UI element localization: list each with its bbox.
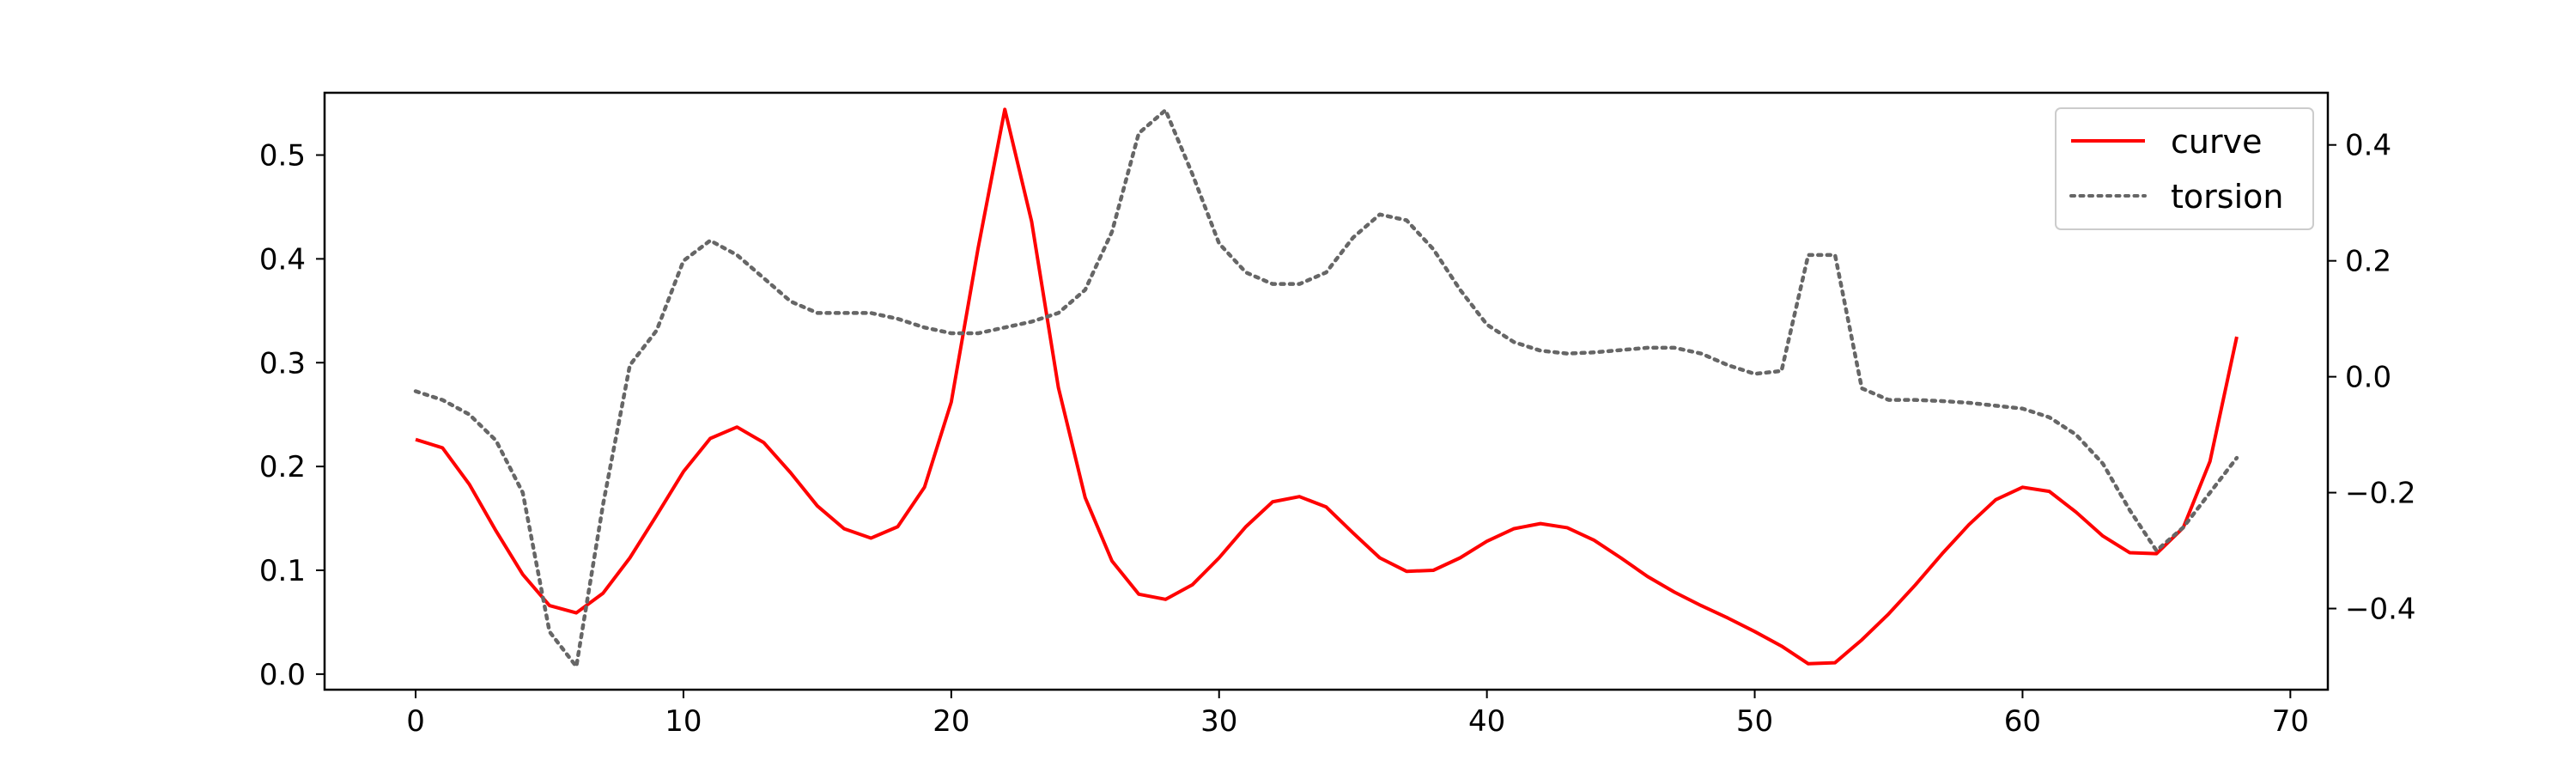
y-right-tick-label: −0.4 [2345,593,2416,627]
y-left-tick-label: 0.2 [259,450,306,484]
y-axis-right: −0.4 −0.2 0.0 0.2 0.4 [2328,129,2416,627]
x-tick-label: 10 [665,704,702,739]
y-axis-left: 0.0 0.1 0.2 0.3 0.4 0.5 [259,139,325,692]
x-tick-label: 20 [933,704,969,739]
y-left-tick-label: 0.1 [259,554,306,588]
y-left-tick-label: 0.0 [259,658,306,692]
y-left-tick-label: 0.4 [259,242,306,277]
legend-label-torsion: torsion [2171,178,2283,216]
x-tick-label: 60 [2004,704,2041,739]
legend-label-curve: curve [2171,123,2262,161]
series-line-torsion [413,107,2239,669]
x-axis: 0 10 20 30 40 50 60 70 [406,690,2309,739]
legend-box [2055,107,2314,230]
series-layer [413,107,2239,669]
x-tick-label: 30 [1200,704,1237,739]
x-tick-label: 70 [2272,704,2309,739]
x-tick-label: 50 [1736,704,1773,739]
series-line-curve [415,107,2239,666]
y-right-tick-label: 0.0 [2345,361,2391,395]
x-tick-label: 0 [406,704,425,739]
y-left-tick-label: 0.3 [259,346,306,380]
y-right-tick-label: −0.2 [2345,477,2416,511]
legend: curve torsion [2055,107,2314,230]
y-right-tick-label: 0.4 [2345,129,2391,163]
y-left-tick-label: 0.5 [259,139,306,173]
x-tick-label: 40 [1468,704,1505,739]
y-right-tick-label: 0.2 [2345,245,2391,279]
plot-frame [323,91,2330,691]
